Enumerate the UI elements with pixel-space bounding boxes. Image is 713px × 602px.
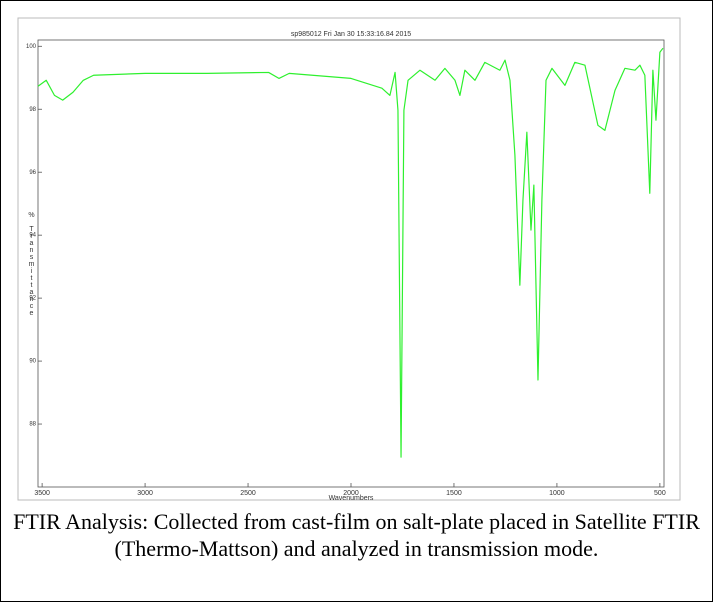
x-tick-label: 500: [654, 490, 666, 497]
chart-title: sp985012 Fri Jan 30 15:33:16.84 2015: [291, 31, 411, 38]
x-tick-label: 1500: [446, 490, 462, 497]
y-tick-label: 96: [29, 170, 36, 176]
image-border: [17, 17, 681, 501]
y-tick-label: 88: [29, 422, 36, 428]
y-tick-label: 94: [29, 233, 36, 239]
x-axis-label: Wavenumbers: [329, 495, 374, 502]
x-tick-label: 2000: [343, 490, 359, 497]
x-tick-label: 3000: [137, 490, 153, 497]
x-tick-label: 3500: [34, 490, 50, 497]
y-tick-label: 100: [26, 44, 37, 50]
caption: FTIR Analysis: Collected from cast-film …: [13, 509, 700, 561]
x-tick-label: 1000: [549, 490, 565, 497]
y-axis-label: % Transmittance: [28, 212, 35, 317]
x-tick-label: 2500: [240, 490, 256, 497]
y-tick-label: 92: [29, 296, 36, 302]
plot-frame: [37, 39, 665, 488]
spectrum-line: [37, 47, 664, 458]
y-tick-label: 90: [29, 359, 36, 365]
y-tick-label: 98: [29, 107, 36, 113]
